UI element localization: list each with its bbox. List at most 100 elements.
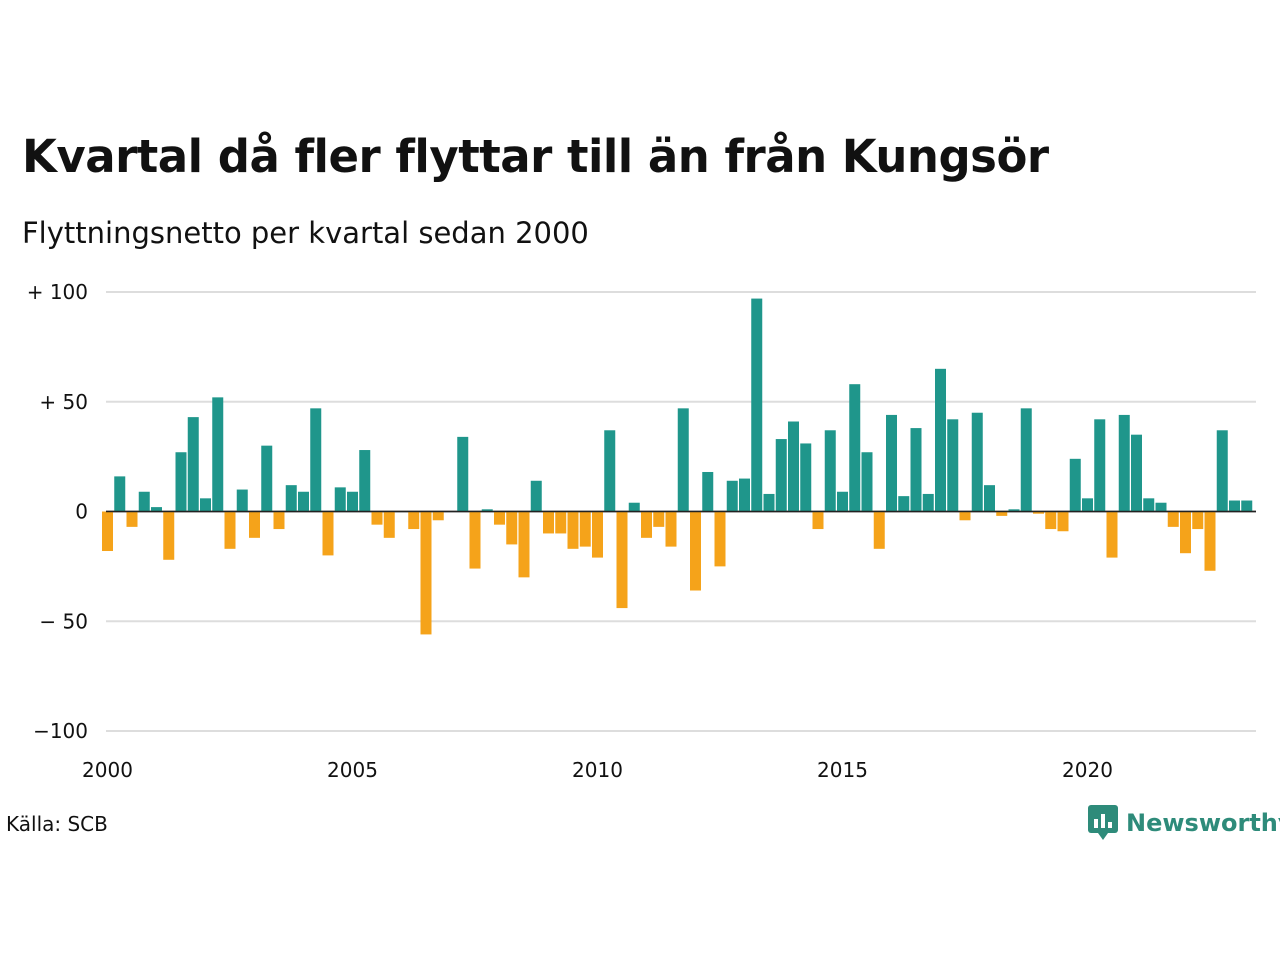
x-tick-label: 2015 xyxy=(817,758,868,782)
bar xyxy=(371,511,383,525)
bar xyxy=(922,493,934,512)
bar xyxy=(383,511,395,538)
bar xyxy=(1082,498,1093,512)
bar xyxy=(555,511,567,534)
x-tick-label: 2010 xyxy=(572,758,623,782)
y-tick-label: − 50 xyxy=(39,609,88,633)
y-tick-label: −100 xyxy=(33,719,88,743)
bar xyxy=(1131,434,1142,512)
bar xyxy=(506,511,518,545)
bar xyxy=(604,430,616,512)
bar xyxy=(114,476,126,512)
bar xyxy=(788,421,799,512)
bar xyxy=(408,511,420,530)
bar xyxy=(579,511,591,547)
brand-logo: Newsworthy xyxy=(1088,804,1280,842)
bar xyxy=(494,511,505,525)
bar xyxy=(359,450,371,512)
bar xyxy=(886,414,897,512)
bar xyxy=(873,511,885,549)
bar xyxy=(1180,511,1191,554)
bar xyxy=(212,397,224,512)
bar xyxy=(151,507,162,512)
bar xyxy=(298,491,309,512)
bar xyxy=(163,511,175,560)
bar xyxy=(947,419,959,512)
bar xyxy=(824,430,836,512)
bar xyxy=(334,487,346,512)
bar xyxy=(1192,511,1204,530)
bar xyxy=(261,445,273,512)
bar xyxy=(861,452,873,512)
bar xyxy=(690,511,701,591)
bar xyxy=(1033,511,1044,514)
bar xyxy=(285,485,297,512)
bar xyxy=(1167,511,1179,527)
bar xyxy=(592,511,603,558)
bar xyxy=(641,511,652,538)
bar xyxy=(138,491,150,512)
y-tick-label: + 50 xyxy=(39,390,88,414)
bar xyxy=(1094,419,1106,512)
bar xyxy=(739,478,750,512)
bar xyxy=(959,511,971,521)
bar xyxy=(775,439,787,512)
bar xyxy=(102,511,113,552)
bar xyxy=(812,511,824,530)
bar xyxy=(616,511,628,609)
bar xyxy=(187,417,199,512)
bar xyxy=(1241,500,1253,512)
bar xyxy=(677,408,689,512)
bar xyxy=(837,491,848,512)
bar xyxy=(996,511,1008,516)
bar xyxy=(1057,511,1069,532)
bar-chart: + 100 + 50 0 − 50 −100 2000 2005 2010 2015 2020 xyxy=(27,280,1256,782)
bar xyxy=(935,368,946,512)
bar xyxy=(1216,430,1228,512)
bar xyxy=(1143,498,1155,512)
y-tick-label: 0 xyxy=(75,500,88,524)
bar xyxy=(1106,511,1118,558)
bar xyxy=(849,384,861,512)
bar xyxy=(530,480,542,512)
bar xyxy=(984,485,995,512)
bar xyxy=(1118,414,1130,512)
bar xyxy=(567,511,579,549)
bar xyxy=(1204,511,1216,571)
chart-subtitle: Flyttningsnetto per kvartal sedan 2000 xyxy=(22,216,589,250)
bar xyxy=(628,502,640,512)
bar xyxy=(751,298,763,512)
bar xyxy=(518,511,530,578)
x-tick-label: 2020 xyxy=(1062,758,1113,782)
bar xyxy=(665,511,677,547)
bar xyxy=(971,412,983,512)
bar xyxy=(469,511,481,569)
bar xyxy=(1045,511,1057,530)
bar xyxy=(1008,509,1020,512)
bar xyxy=(457,436,469,512)
bar xyxy=(714,511,726,567)
bar xyxy=(249,511,260,538)
bar xyxy=(702,471,714,512)
source-note: Källa: SCB xyxy=(6,812,108,836)
bar xyxy=(481,509,493,512)
bar xyxy=(910,428,922,512)
bar xyxy=(763,493,775,512)
bar xyxy=(322,511,334,556)
chart-title: Kvartal då fler flyttar till än från Kun… xyxy=(22,130,1049,183)
bar xyxy=(1020,408,1032,512)
bar xyxy=(653,511,665,527)
bar xyxy=(432,511,444,521)
bar xyxy=(1229,500,1240,512)
bar xyxy=(1155,502,1167,512)
brand-name: Newsworthy xyxy=(1126,809,1280,837)
bar xyxy=(236,489,248,512)
y-tick-label: + 100 xyxy=(27,280,88,304)
bar xyxy=(1069,458,1081,512)
bar xyxy=(310,408,322,512)
bar xyxy=(200,498,211,512)
bar xyxy=(898,496,910,512)
axis-labels: + 100 + 50 0 − 50 −100 2000 2005 2010 2015 2020 xyxy=(27,280,1113,782)
bar xyxy=(273,511,285,530)
x-tick-label: 2000 xyxy=(82,758,133,782)
